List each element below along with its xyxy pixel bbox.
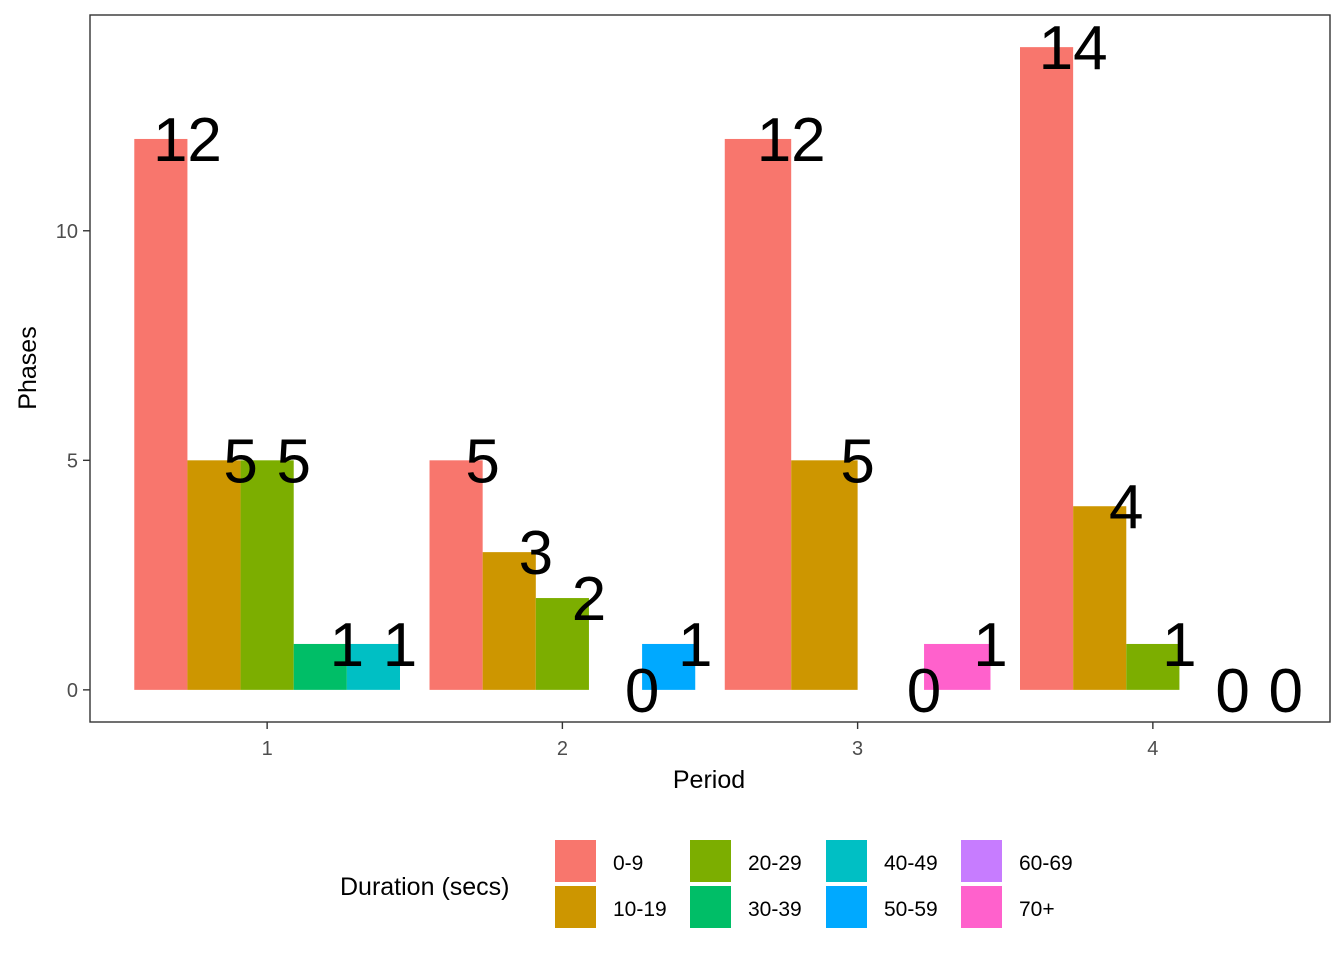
data-label-period-1-0-9: 12 <box>153 106 222 175</box>
data-label-period-4-0-9: 14 <box>1039 14 1108 83</box>
y-tick-label: 10 <box>56 221 78 243</box>
legend-label-10-19: 10-19 <box>613 898 667 921</box>
bar-period-2-50-59 <box>642 643 696 690</box>
x-tick-label: 3 <box>852 738 863 760</box>
x-axis-title: Period <box>673 766 745 794</box>
bar-period-2-10-19 <box>482 552 536 690</box>
bar-period-3-0-9 <box>724 138 792 690</box>
data-label-period-3-0-9: 12 <box>757 106 826 175</box>
data-label-period-2-20-29: 2 <box>572 565 606 634</box>
bar-period-1-0-9 <box>134 138 188 690</box>
data-label-period-3-10-19: 5 <box>840 427 874 496</box>
data-label-period-3-70+: 1 <box>973 611 1007 680</box>
data-label-period-2-0-9: 5 <box>465 427 499 496</box>
bars-layer <box>134 47 1180 690</box>
plot-panel-border <box>89 14 1331 723</box>
legend-label-30-39: 30-39 <box>748 898 802 921</box>
data-label-period-1-10-19: 5 <box>223 427 257 496</box>
data-label-period-1-20-29: 5 <box>276 427 310 496</box>
bar-period-3-10-19 <box>791 460 858 690</box>
data-label-period-2-50-59: 1 <box>678 611 712 680</box>
bar-period-2-0-9 <box>429 460 483 690</box>
legend-key-10-19 <box>555 886 596 928</box>
x-tick-label: 4 <box>1147 738 1158 760</box>
y-axis-title: Phases <box>14 326 42 409</box>
data-label-period-3-50-59: 0 <box>907 657 941 726</box>
x-tick-label: 1 <box>262 738 273 760</box>
data-label-period-2-10-19: 3 <box>519 519 553 588</box>
bar-period-4-0-9 <box>1020 47 1074 690</box>
bar-period-3-70+ <box>924 643 991 690</box>
legend: Duration (secs) 0-9 10-19 20-29 30-39 40-49 5… <box>340 840 1073 928</box>
data-label-period-2-40-49: 0 <box>625 657 659 726</box>
bar-period-1-10-19 <box>187 460 241 690</box>
x-tick-label: 2 <box>557 738 568 760</box>
data-label-period-4-60-69: 0 <box>1268 657 1302 726</box>
data-label-period-4-20-29: 1 <box>1162 611 1196 680</box>
legend-label-0-9: 0-9 <box>613 852 643 875</box>
bar-period-1-40-49 <box>346 643 400 690</box>
bar-period-2-20-29 <box>535 598 589 690</box>
bar-period-1-20-29 <box>240 460 294 690</box>
bar-period-4-10-19 <box>1073 506 1127 690</box>
y-tick-label: 5 <box>67 450 78 472</box>
legend-label-60-69: 60-69 <box>1019 852 1073 875</box>
legend-label-40-49: 40-49 <box>884 852 938 875</box>
legend-label-50-59: 50-59 <box>884 898 938 921</box>
legend-label-70+: 70+ <box>1019 898 1055 921</box>
y-tick-label: 0 <box>67 680 78 702</box>
bar-period-1-30-39 <box>293 643 347 690</box>
legend-title: Duration (secs) <box>340 873 510 901</box>
legend-key-0-9 <box>555 840 596 882</box>
legend-key-60-69 <box>961 840 1002 882</box>
legend-key-70+ <box>961 886 1002 928</box>
legend-key-30-39 <box>690 886 731 928</box>
bar-period-4-20-29 <box>1126 643 1180 690</box>
data-label-period-4-50-59: 0 <box>1215 657 1249 726</box>
legend-key-40-49 <box>826 840 867 882</box>
legend-key-20-29 <box>690 840 731 882</box>
data-label-period-4-10-19: 4 <box>1109 473 1143 542</box>
data-label-period-1-40-49: 1 <box>383 611 417 680</box>
legend-key-50-59 <box>826 886 867 928</box>
data-label-period-1-30-39: 1 <box>330 611 364 680</box>
legend-label-20-29: 20-29 <box>748 852 802 875</box>
